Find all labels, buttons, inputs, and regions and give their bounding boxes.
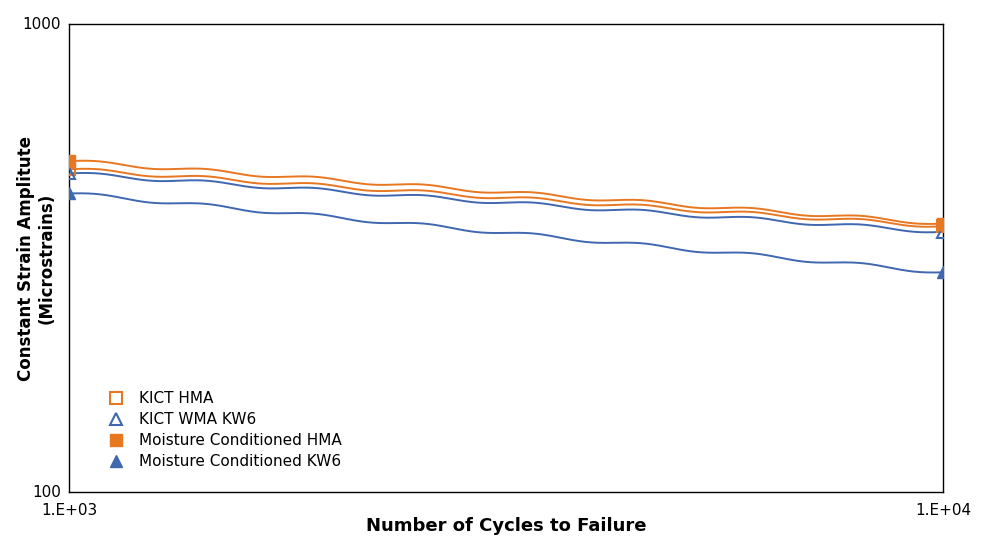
Text: 1.E+03: 1.E+03: [41, 503, 98, 518]
Text: 1000: 1000: [23, 17, 61, 31]
Y-axis label: Constant Strain Amplitute
(Microstrains): Constant Strain Amplitute (Microstrains): [17, 136, 55, 381]
Text: 100: 100: [33, 485, 61, 500]
Text: 1.E+04: 1.E+04: [915, 503, 971, 518]
Legend: KICT HMA, KICT WMA KW6, Moisture Conditioned HMA, Moisture Conditioned KW6: KICT HMA, KICT WMA KW6, Moisture Conditi…: [95, 385, 348, 475]
X-axis label: Number of Cycles to Failure: Number of Cycles to Failure: [367, 517, 646, 535]
